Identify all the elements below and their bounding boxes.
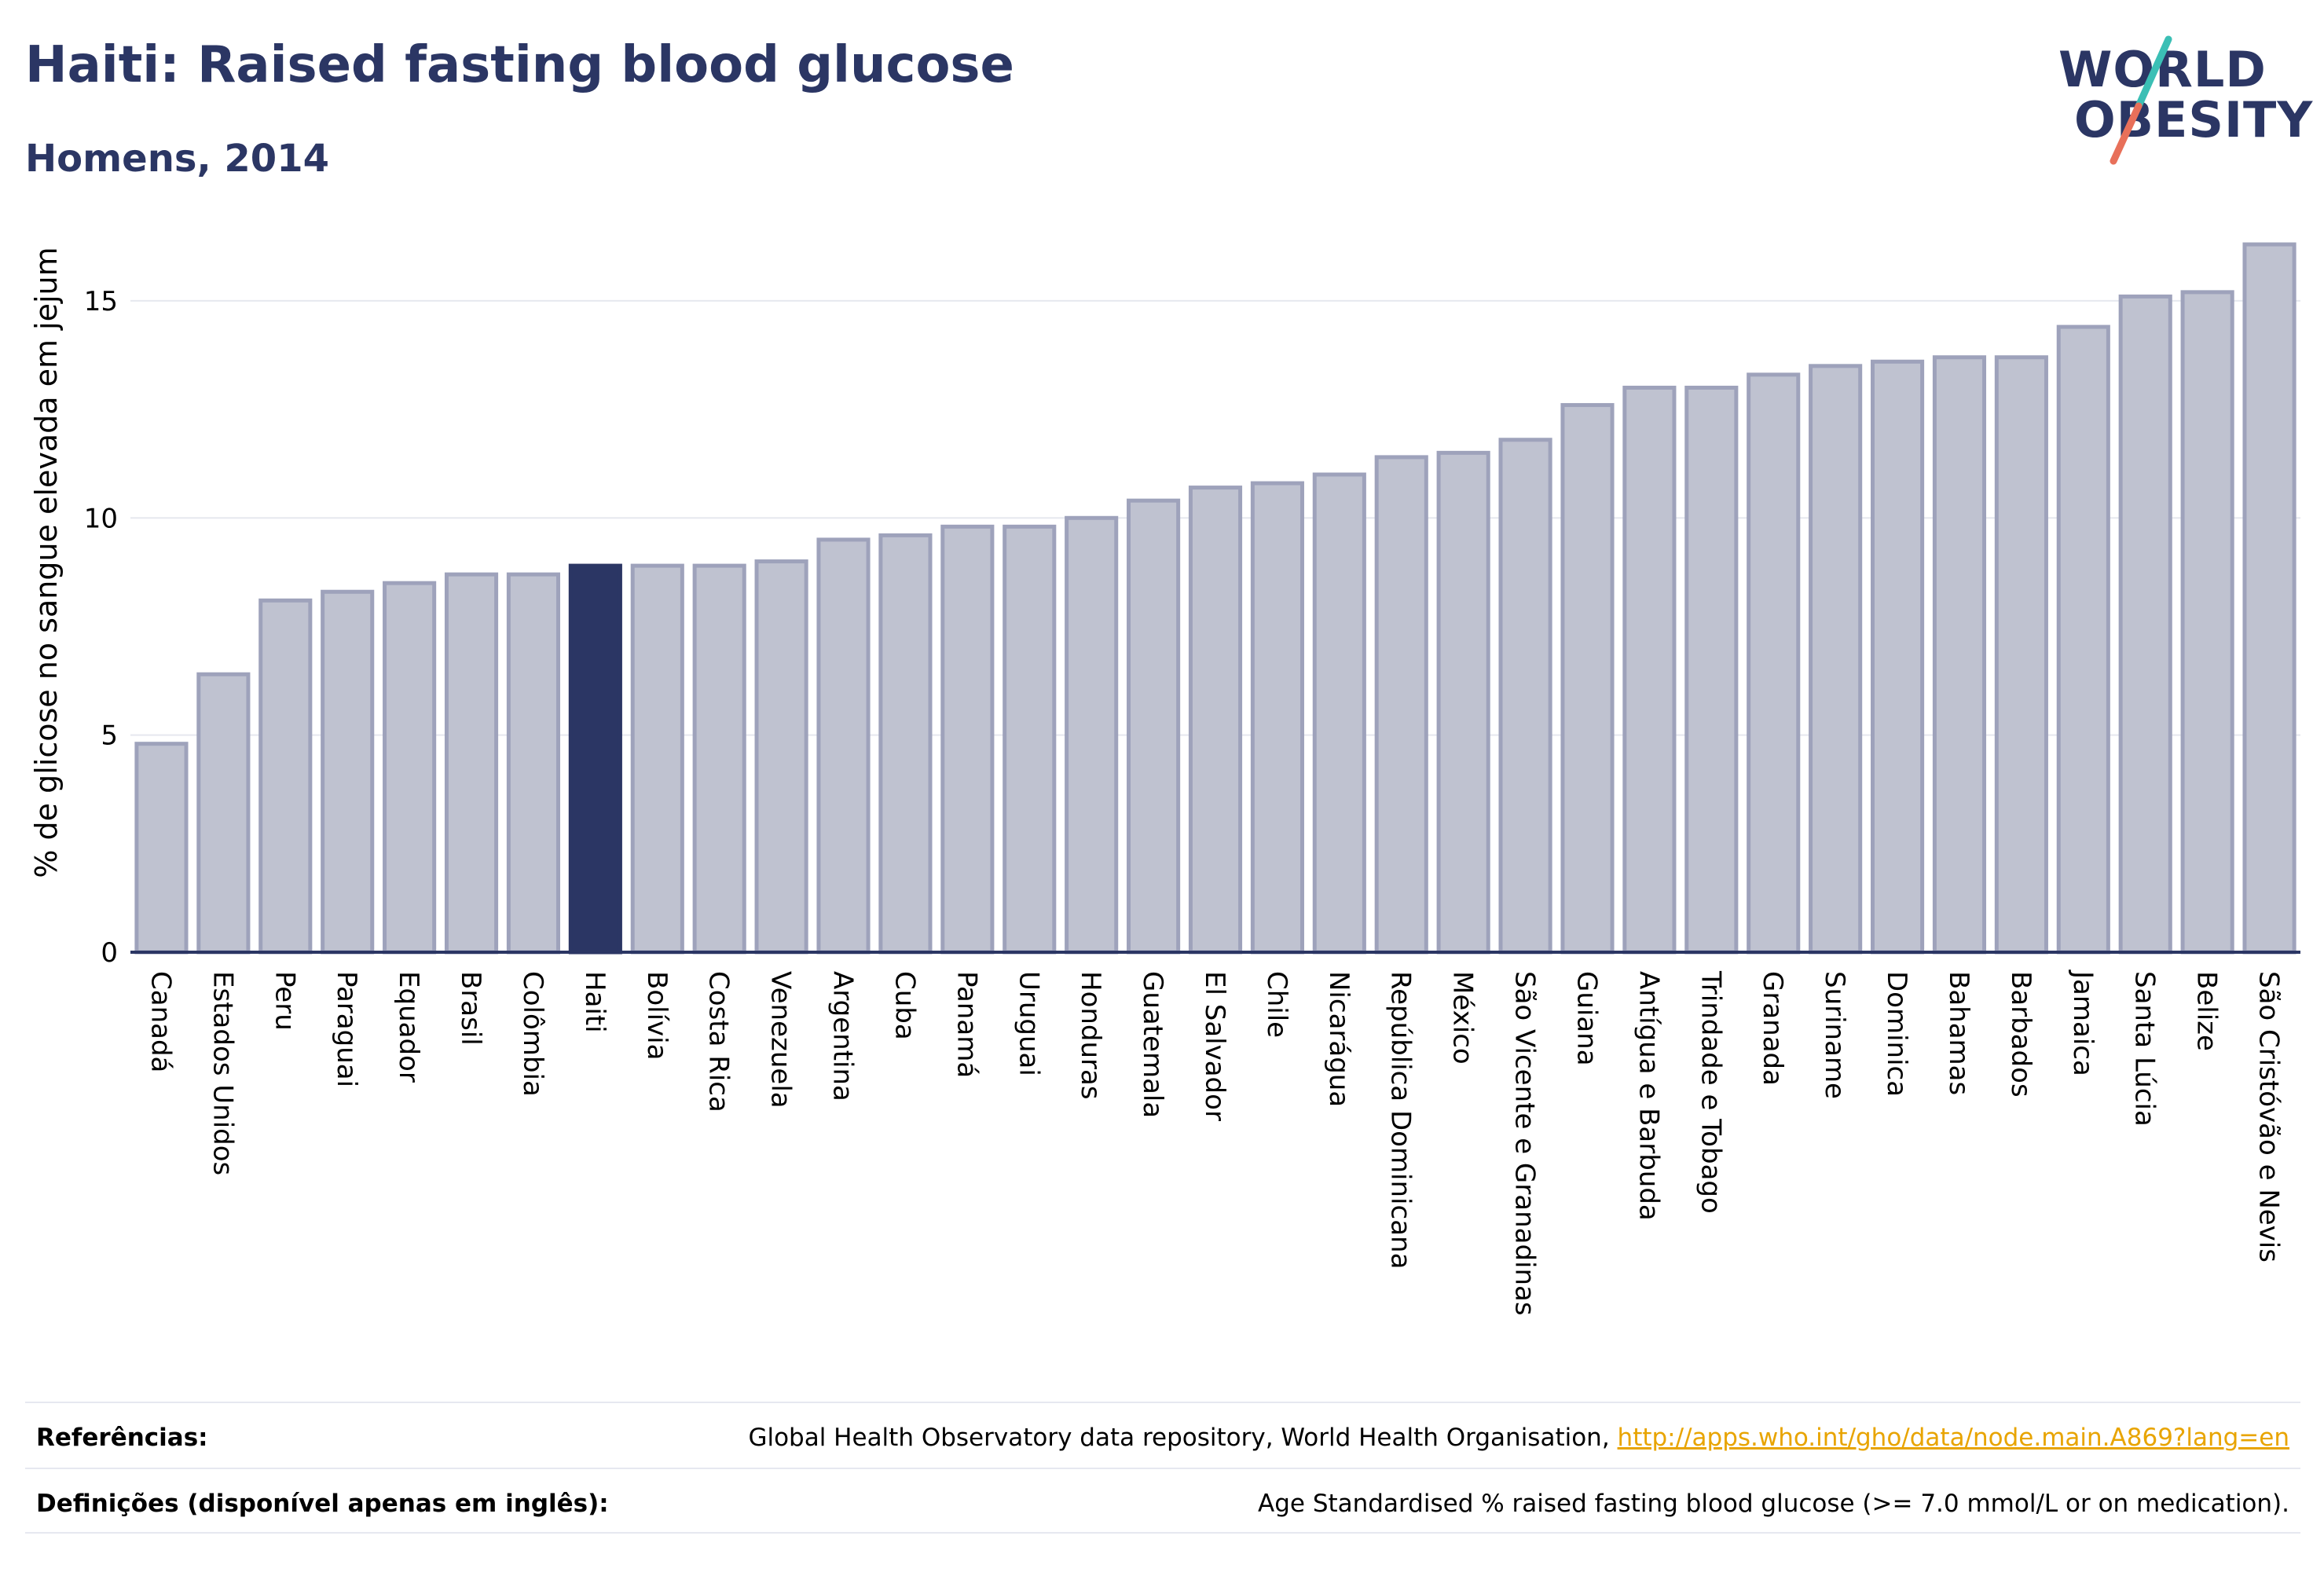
bar (196, 672, 251, 955)
references-value: Global Health Observatory data repositor… (748, 1424, 2289, 1452)
bar (2056, 324, 2110, 955)
bar (1127, 498, 1181, 955)
bar (1374, 455, 1428, 955)
world-obesity-logo: WORLD OBESITY (2051, 31, 2312, 165)
bar (940, 524, 995, 955)
x-tick-label: Paraguai (331, 971, 362, 1087)
bar (2118, 294, 2172, 955)
footer-divider-top (25, 1402, 2300, 1403)
y-tick-label: 5 (101, 720, 118, 752)
y-tick-label: 0 (101, 937, 118, 969)
x-tick-label: Guiana (1571, 971, 1602, 1066)
bar (2242, 242, 2297, 955)
x-tick-label: Santa Lúcia (2129, 971, 2161, 1127)
bar (1932, 355, 1987, 955)
bar (816, 537, 871, 955)
logo-slash-icon (2110, 35, 2172, 165)
x-tick-label: El Salvador (1199, 971, 1230, 1121)
bar (1622, 385, 1677, 955)
references-text: Global Health Observatory data repositor… (748, 1424, 1618, 1452)
footer-divider-middle (25, 1468, 2300, 1469)
chart-title: Haiti: Raised fasting blood glucose (25, 36, 1014, 94)
bar (878, 533, 933, 955)
bar (1684, 385, 1739, 955)
x-tick-label: Estados Unidos (207, 971, 238, 1175)
bar (1870, 359, 1925, 955)
x-tick-label: São Cristóvão e Nevis (2253, 971, 2285, 1263)
bar (1436, 450, 1490, 955)
x-tick-label: Bolívia (641, 971, 673, 1060)
x-tick-label: Brasil (455, 971, 486, 1046)
y-tick-label: 15 (84, 286, 118, 317)
x-tick-label: Peru (269, 971, 300, 1031)
references-link[interactable]: http://apps.who.int/gho/data/node.main.A… (1617, 1424, 2289, 1452)
bar (1065, 515, 1119, 955)
x-tick-label: Bahamas (1943, 971, 1974, 1095)
x-tick-label: Canadá (145, 971, 176, 1072)
bar (321, 589, 375, 955)
bar (444, 572, 499, 955)
bar (1188, 486, 1243, 955)
x-tick-label: México (1447, 971, 1479, 1065)
bar (1560, 403, 1615, 955)
bar (1809, 364, 1863, 955)
references-row: Referências: Global Health Observatory d… (25, 1424, 2300, 1463)
x-tick-label: Honduras (1075, 971, 1106, 1100)
x-tick-label: Nicarágua (1323, 971, 1354, 1107)
bar (134, 742, 189, 955)
definitions-label: Definições (disponível apenas em inglês)… (36, 1490, 609, 1518)
x-tick-label: Dominica (1881, 971, 1912, 1097)
x-tick-label: Haiti (579, 971, 610, 1033)
x-tick-label: Jamaica (2067, 969, 2099, 1076)
bar (383, 581, 437, 955)
x-tick-label: Guatemala (1137, 971, 1168, 1118)
bar (630, 563, 684, 955)
references-label: Referências: (36, 1424, 208, 1452)
bar (2180, 290, 2234, 955)
x-tick-label: Equador (393, 971, 424, 1083)
x-tick-label: República Dominicana (1385, 971, 1417, 1269)
definitions-value: Age Standardised % raised fasting blood … (1258, 1490, 2289, 1518)
bar (1250, 481, 1304, 955)
x-tick-label: Granada (1757, 971, 1788, 1086)
bar (1003, 524, 1057, 955)
x-tick-label: Antígua e Barbuda (1633, 971, 1664, 1221)
x-tick-label: Costa Rica (703, 971, 735, 1112)
x-tick-label: Cuba (889, 971, 920, 1040)
bar (568, 563, 622, 955)
definitions-row: Definições (disponível apenas em inglês)… (25, 1490, 2300, 1529)
x-tick-label: São Vicente e Granadinas (1509, 971, 1541, 1316)
x-tick-label: Trindade e Tobago (1695, 970, 1726, 1214)
bar (1312, 472, 1366, 955)
x-tick-label: Suriname (1819, 971, 1850, 1099)
y-axis-label: % de glicose no sangue elevada em jejum (29, 247, 64, 878)
bar-chart: 0 5 10 15 % de glicose no sangue elevada em … (29, 242, 2300, 1316)
logo-line-2: OBESITY (2074, 91, 2314, 148)
bar (1994, 355, 2048, 955)
x-tick-label: Uruguai (1013, 971, 1044, 1076)
y-tick-label: 10 (84, 503, 118, 534)
footer-divider-bottom (25, 1532, 2300, 1534)
bar (692, 563, 746, 955)
x-tick-label: Panamá (951, 971, 982, 1078)
x-tick-label: Barbados (2005, 971, 2036, 1098)
bar (1747, 372, 1801, 955)
bar (754, 559, 808, 955)
x-tick-label: Belize (2191, 971, 2223, 1051)
x-tick-label: Colômbia (517, 971, 548, 1097)
chart-subtitle: Homens, 2014 (25, 137, 329, 181)
x-tick-label: Argentina (827, 971, 859, 1101)
bar (258, 598, 313, 955)
bar (506, 572, 561, 955)
x-tick-label: Chile (1261, 971, 1292, 1038)
bar (1498, 438, 1552, 955)
x-tick-label: Venezuela (765, 971, 797, 1109)
